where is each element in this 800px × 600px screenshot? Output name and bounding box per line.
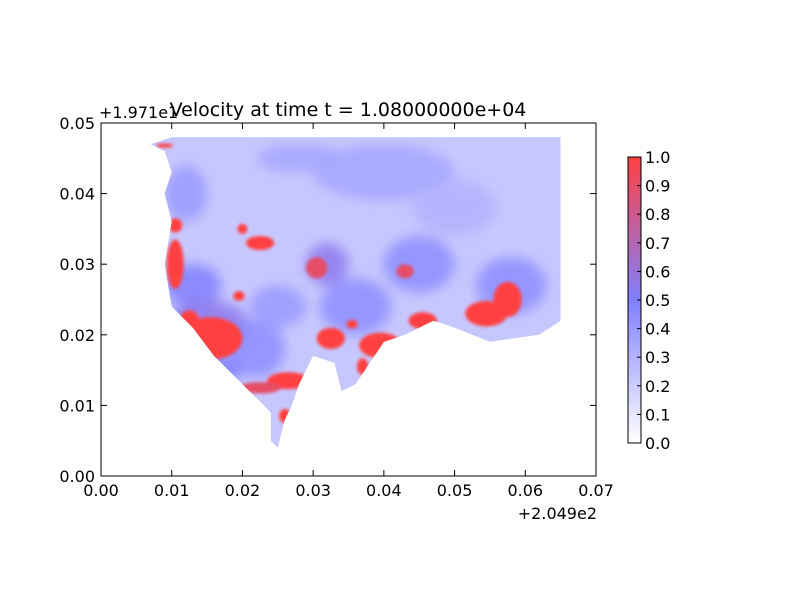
y-offset-label: +1.971e1	[99, 103, 178, 122]
velocity-medium-region	[249, 285, 307, 328]
colorbar-tick-label: 1.0	[645, 148, 670, 167]
colorbar-tick-label: 0.5	[645, 291, 670, 310]
colorbar-tick-label: 0.7	[645, 234, 670, 253]
velocity-high-region	[233, 291, 245, 301]
colorbar-tick-label: 0.4	[645, 320, 670, 339]
plot-frame	[100, 122, 597, 477]
y-tick-label: 0.01	[59, 396, 95, 415]
x-tick-label: 0.01	[154, 481, 190, 500]
velocity-high-region	[168, 218, 183, 233]
velocity-medium-region	[383, 235, 455, 293]
y-tick-label: 0.05	[59, 114, 95, 133]
velocity-high-region	[238, 382, 282, 394]
colorbar-ticks: 0.0 0.1 0.2 0.3 0.4 0.5 0.6 0.7 0.8 0.9 1.0	[637, 148, 670, 453]
colorbar-tick-label: 0.1	[645, 405, 670, 424]
velocity-high-region	[245, 235, 275, 251]
chart-title: Velocity at time t = 1.08000000e+04	[170, 99, 527, 121]
velocity-medium-region	[412, 179, 498, 236]
velocity-high-region	[306, 257, 328, 279]
x-axis: 0.00 0.01 0.02 0.03 0.04 0.05 0.06 0.07	[83, 123, 614, 500]
x-tick-label: 0.06	[507, 481, 543, 500]
y-tick-label: 0.03	[59, 255, 95, 274]
colorbar-tick-label: 0.8	[645, 205, 670, 224]
velocity-high-region	[166, 239, 184, 289]
x-tick-label: 0.00	[83, 481, 119, 500]
velocity-medium-region	[313, 144, 455, 201]
velocity-field-clipped	[150, 137, 561, 448]
velocity-field	[150, 137, 561, 448]
velocity-high-region	[346, 319, 358, 329]
x-offset-label: +2.049e2	[518, 504, 597, 523]
velocity-medium-region	[320, 278, 391, 335]
colorbar: 0.0 0.1 0.2 0.3 0.4 0.5 0.6 0.7 0.8 0.9 1.0	[627, 148, 670, 453]
velocity-medium-region	[164, 165, 208, 222]
velocity-high-region	[316, 327, 345, 349]
x-tick-label: 0.05	[437, 481, 473, 500]
y-tick-label: 0.02	[59, 326, 95, 345]
colorbar-tick-label: 0.9	[645, 177, 670, 196]
y-tick-label: 0.04	[59, 185, 95, 204]
velocity-high-region	[396, 264, 414, 279]
x-tick-label: 0.03	[295, 481, 331, 500]
colorbar-tick-label: 0.3	[645, 348, 670, 367]
velocity-medium-region	[256, 144, 342, 173]
velocity-medium-region	[228, 320, 285, 378]
x-tick-label: 0.07	[578, 481, 614, 500]
colorbar-tick-label: 0.2	[645, 377, 670, 396]
x-tick-label: 0.04	[366, 481, 402, 500]
velocity-high-region	[156, 143, 174, 148]
plot-area	[100, 122, 597, 477]
colorbar-tick-label: 0.0	[645, 434, 670, 453]
y-axis: 0.00 0.01 0.02 0.03 0.04 0.05	[59, 114, 596, 486]
colorbar-tick-label: 0.6	[645, 262, 670, 281]
y-tick-label: 0.00	[59, 467, 95, 486]
x-tick-label: 0.02	[225, 481, 261, 500]
velocity-high-region	[237, 223, 248, 234]
velocity-high-region	[493, 281, 522, 318]
